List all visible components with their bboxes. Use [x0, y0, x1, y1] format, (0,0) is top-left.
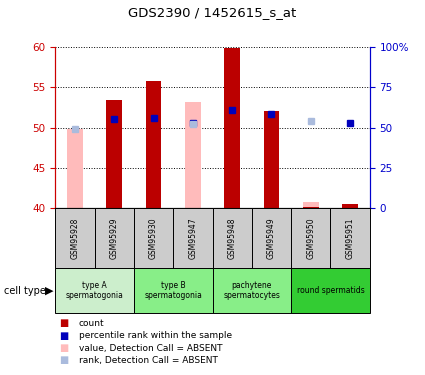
Bar	[212, 268, 291, 313]
Bar	[173, 208, 212, 268]
Text: GSM95951: GSM95951	[346, 217, 354, 259]
Bar	[291, 268, 370, 313]
Bar	[106, 100, 122, 208]
Text: GSM95949: GSM95949	[267, 217, 276, 259]
Text: count: count	[79, 319, 104, 328]
Text: GSM95947: GSM95947	[188, 217, 197, 259]
Bar	[134, 208, 173, 268]
Text: ■: ■	[60, 343, 69, 353]
Bar	[212, 208, 252, 268]
Text: ■: ■	[60, 318, 69, 328]
Text: ■: ■	[60, 356, 69, 365]
Text: GSM95928: GSM95928	[71, 217, 79, 259]
Text: type A
spermatogonia: type A spermatogonia	[65, 281, 124, 300]
Text: GSM95948: GSM95948	[228, 217, 237, 259]
Text: GSM95929: GSM95929	[110, 217, 119, 259]
Bar	[291, 208, 331, 268]
Text: value, Detection Call = ABSENT: value, Detection Call = ABSENT	[79, 344, 222, 352]
Bar	[146, 81, 162, 208]
Text: cell type: cell type	[4, 286, 46, 296]
Text: percentile rank within the sample: percentile rank within the sample	[79, 331, 232, 340]
Text: ■: ■	[60, 331, 69, 340]
Bar	[94, 208, 134, 268]
Bar	[55, 268, 134, 313]
Text: GSM95930: GSM95930	[149, 217, 158, 259]
Bar	[224, 48, 240, 208]
Text: type B
spermatogonia: type B spermatogonia	[144, 281, 202, 300]
Bar	[67, 129, 83, 208]
Text: pachytene
spermatocytes: pachytene spermatocytes	[224, 281, 280, 300]
Bar	[303, 202, 319, 208]
Bar	[264, 111, 279, 208]
Text: round spermatids: round spermatids	[297, 286, 364, 295]
Text: GSM95950: GSM95950	[306, 217, 315, 259]
Text: ▶: ▶	[45, 286, 53, 296]
Text: GDS2390 / 1452615_s_at: GDS2390 / 1452615_s_at	[128, 6, 297, 19]
Bar	[303, 207, 319, 208]
Bar	[134, 268, 212, 313]
Bar	[342, 204, 358, 208]
Text: rank, Detection Call = ABSENT: rank, Detection Call = ABSENT	[79, 356, 218, 365]
Bar	[252, 208, 291, 268]
Bar	[55, 208, 94, 268]
Bar	[331, 208, 370, 268]
Bar	[185, 102, 201, 208]
